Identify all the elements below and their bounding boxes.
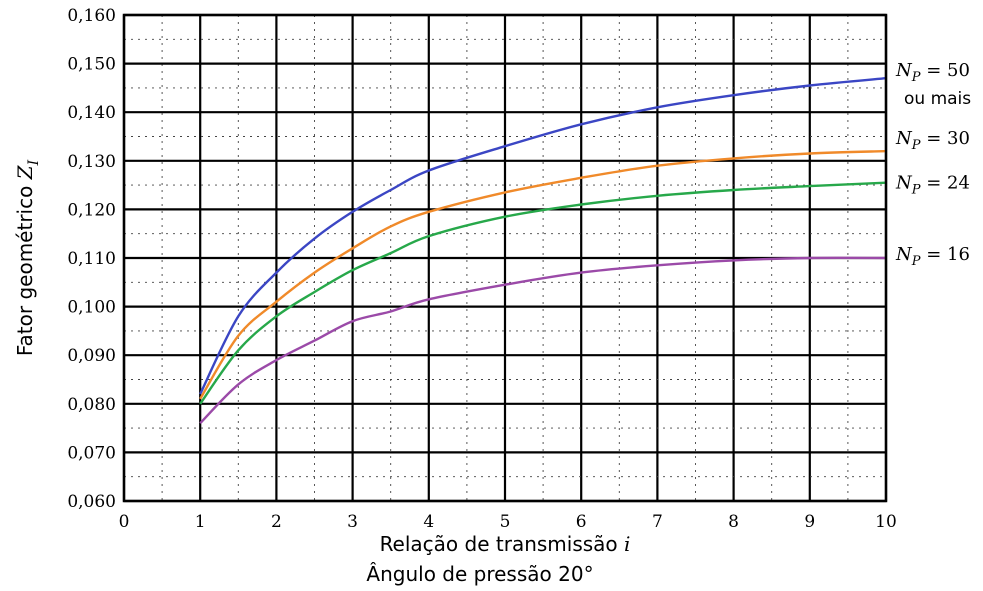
x-axis-title: Relação de transmissão i: [380, 532, 631, 556]
y-axis-title: Fator geométrico ZI: [13, 159, 42, 356]
x-tick-label: 0: [119, 512, 130, 532]
x-tick-label: 6: [576, 512, 587, 532]
x-axis-subtitle: Ângulo de pressão 20°: [366, 562, 593, 586]
series-label-3: NP = 16: [895, 244, 970, 269]
x-tick-label: 9: [804, 512, 815, 532]
x-tick-label: 7: [652, 512, 663, 532]
x-tick-label: 3: [347, 512, 358, 532]
y-tick-label: 0,160: [67, 6, 116, 26]
y-tick-labels: 0,060 0,070 0,080 0,090 0,100 0,110 0,120 0,130…: [67, 6, 116, 512]
series-line-2: [199, 181, 887, 405]
y-tick-label: 0,100: [67, 298, 116, 318]
x-tick-label: 4: [423, 512, 434, 532]
series-line-3: [199, 256, 887, 425]
x-tick-label: 2: [271, 512, 282, 532]
x-tick-label: 8: [728, 512, 739, 532]
series-label-2: NP = 24: [895, 173, 970, 198]
series-line-1: [199, 149, 887, 400]
series-lines: [199, 77, 887, 425]
series-line-0: [199, 77, 887, 395]
y-tick-label: 0,080: [67, 395, 116, 415]
x-tick-label: 10: [875, 512, 897, 532]
plot-frame: [122, 13, 888, 503]
series-labels: NP = 50 ou mais NP = 30 NP = 24 NP = 16: [895, 60, 971, 269]
series-label-0: NP = 50: [895, 60, 970, 85]
series-label-1: NP = 30: [895, 128, 970, 153]
y-tick-label: 0,090: [67, 346, 116, 366]
y-tick-label: 0,110: [67, 249, 116, 269]
x-tick-label: 5: [500, 512, 511, 532]
y-tick-label: 0,130: [67, 152, 116, 172]
series-label-extra-0: ou mais: [904, 89, 971, 109]
x-tick-label: 1: [195, 512, 206, 532]
y-tick-label: 0,140: [67, 103, 116, 123]
y-tick-label: 0,060: [67, 492, 116, 512]
y-tick-label: 0,150: [67, 55, 116, 75]
x-tick-labels: 0 1 2 3 4 5 6 7 8 9 10: [119, 512, 897, 532]
y-tick-label: 0,070: [67, 443, 116, 463]
y-tick-label: 0,120: [67, 200, 116, 220]
